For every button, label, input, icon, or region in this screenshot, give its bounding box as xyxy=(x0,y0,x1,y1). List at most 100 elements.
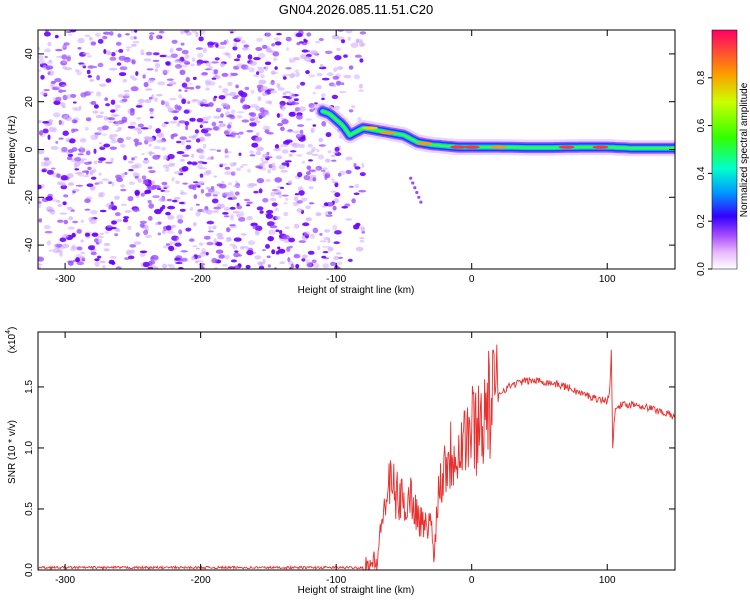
noise-speckle xyxy=(290,59,296,63)
noise-speckle xyxy=(353,192,360,196)
noise-speckle xyxy=(127,125,136,129)
noise-speckle xyxy=(136,141,143,146)
noise-speckle xyxy=(72,107,77,111)
noise-speckle xyxy=(45,66,51,71)
noise-speckle xyxy=(148,215,153,221)
noise-speckle xyxy=(199,124,203,129)
noise-speckle xyxy=(133,138,140,143)
noise-speckle xyxy=(212,191,221,195)
noise-speckle xyxy=(110,255,117,259)
noise-speckle xyxy=(285,67,292,70)
noise-speckle xyxy=(68,216,74,221)
noise-speckle xyxy=(308,202,315,205)
noise-speckle xyxy=(204,127,213,131)
noise-speckle xyxy=(297,186,304,191)
noise-speckle xyxy=(99,146,106,150)
noise-speckle xyxy=(191,98,199,102)
figure-title: GN04.2026.085.11.51.C20 xyxy=(279,2,433,17)
noise-speckle xyxy=(99,191,106,198)
noise-speckle xyxy=(77,47,82,50)
noise-speckle xyxy=(48,59,52,63)
trail-speckle xyxy=(417,195,421,199)
noise-speckle xyxy=(222,263,228,267)
snr-marks xyxy=(38,344,675,570)
noise-speckle xyxy=(218,85,223,89)
noise-speckle xyxy=(77,37,85,44)
noise-speckle xyxy=(41,169,47,173)
noise-speckle xyxy=(201,116,210,121)
noise-speckle xyxy=(99,111,104,114)
trail-speckle xyxy=(411,181,415,185)
xtick-label: -300 xyxy=(55,274,75,285)
noise-speckle xyxy=(282,234,290,240)
noise-speckle xyxy=(341,206,349,209)
noise-speckle xyxy=(271,43,275,47)
noise-speckle xyxy=(59,212,68,215)
noise-speckle xyxy=(256,146,264,152)
noise-speckle xyxy=(303,231,311,236)
noise-speckle xyxy=(288,111,296,117)
noise-speckle xyxy=(288,153,293,158)
noise-speckle xyxy=(237,135,241,139)
noise-speckle xyxy=(108,117,116,121)
noise-speckle xyxy=(79,256,86,261)
noise-speckle xyxy=(265,213,274,219)
noise-speckle xyxy=(120,203,127,206)
noise-speckle xyxy=(354,183,360,189)
noise-speckle xyxy=(71,119,78,124)
noise-speckle xyxy=(55,141,59,144)
noise-speckle xyxy=(283,73,291,77)
noise-speckle xyxy=(224,154,229,159)
noise-speckle xyxy=(254,116,259,122)
noise-speckle xyxy=(254,225,263,232)
noise-speckle xyxy=(196,118,204,123)
noise-speckle xyxy=(299,129,304,135)
noise-speckle xyxy=(101,133,108,136)
noise-speckle xyxy=(316,148,320,153)
ridge-hotspot xyxy=(592,145,609,149)
noise-speckle xyxy=(135,71,139,76)
noise-speckle xyxy=(45,206,54,212)
noise-speckle xyxy=(156,34,162,40)
noise-speckle xyxy=(274,66,278,70)
noise-speckle xyxy=(165,225,172,231)
noise-speckle xyxy=(345,169,352,175)
noise-speckle xyxy=(226,124,232,129)
noise-speckle xyxy=(148,203,154,209)
noise-speckle xyxy=(330,261,336,266)
noise-speckle xyxy=(201,72,208,76)
noise-speckle xyxy=(269,90,278,94)
noise-speckle xyxy=(216,241,223,247)
noise-speckle xyxy=(258,90,262,93)
noise-speckle xyxy=(325,158,331,163)
noise-speckle xyxy=(292,142,300,148)
noise-speckle xyxy=(105,103,111,107)
noise-speckle xyxy=(154,97,158,102)
noise-speckle xyxy=(180,30,184,35)
noise-speckle xyxy=(176,47,183,51)
noise-speckle xyxy=(189,238,195,242)
noise-speckle xyxy=(58,89,64,93)
noise-speckle xyxy=(187,161,193,165)
noise-speckle xyxy=(69,30,77,33)
noise-speckle xyxy=(192,245,198,248)
noise-speckle xyxy=(335,261,343,266)
xtick-label: -100 xyxy=(326,575,346,586)
noise-speckle xyxy=(147,78,155,84)
noise-speckle xyxy=(137,123,144,128)
noise-speckle xyxy=(153,52,160,56)
noise-speckle xyxy=(298,143,305,149)
noise-speckle xyxy=(212,126,220,131)
noise-speckle xyxy=(89,170,93,176)
noise-speckle xyxy=(308,169,316,172)
noise-speckle xyxy=(354,166,361,170)
noise-speckle xyxy=(106,224,113,228)
noise-speckle xyxy=(174,64,183,69)
noise-speckle xyxy=(337,256,344,259)
noise-speckle xyxy=(261,153,269,159)
noise-speckle xyxy=(323,237,331,240)
noise-speckle xyxy=(98,192,103,198)
noise-speckle xyxy=(315,41,320,44)
noise-speckle xyxy=(210,156,214,160)
noise-speckle xyxy=(273,57,278,62)
